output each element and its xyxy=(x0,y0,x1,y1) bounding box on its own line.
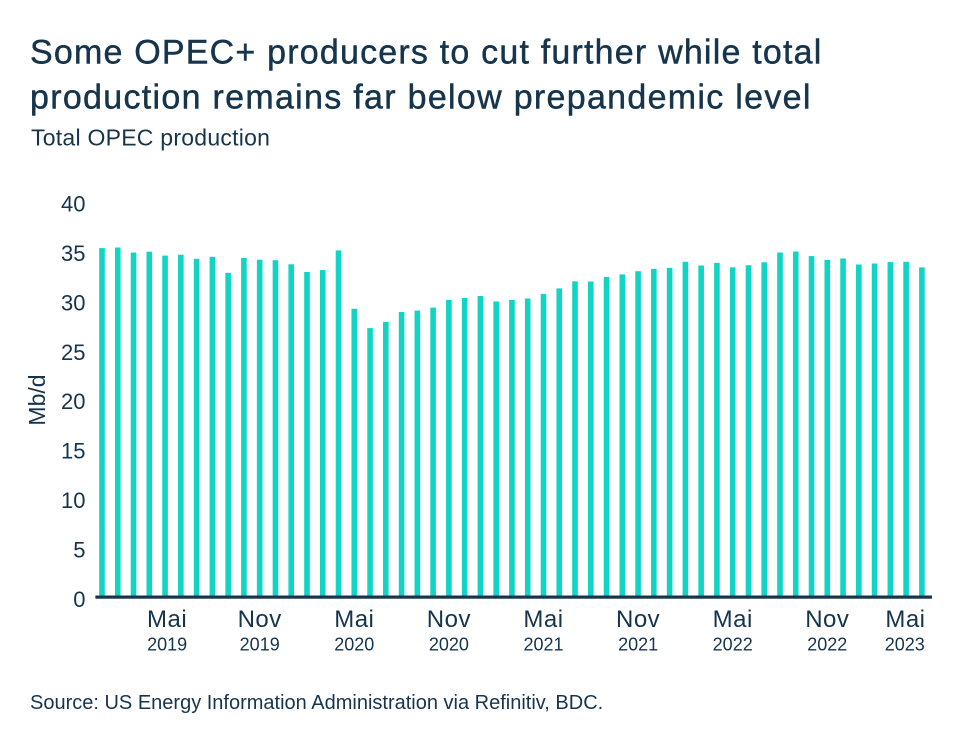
svg-text:Mai: Mai xyxy=(885,606,925,633)
svg-text:2022: 2022 xyxy=(713,635,753,655)
svg-text:Total OPEC production: Total OPEC production xyxy=(31,125,270,151)
svg-text:Nov: Nov xyxy=(805,606,849,633)
svg-text:Some OPEC+ producers to cut fu: Some OPEC+ producers to cut further whil… xyxy=(30,33,822,71)
svg-text:15: 15 xyxy=(61,439,85,464)
svg-text:10: 10 xyxy=(61,488,85,513)
svg-text:20: 20 xyxy=(61,389,85,414)
svg-text:2022: 2022 xyxy=(807,635,847,655)
svg-text:Mai: Mai xyxy=(334,606,374,633)
svg-text:Nov: Nov xyxy=(427,606,471,633)
svg-text:2021: 2021 xyxy=(523,635,563,655)
svg-text:25: 25 xyxy=(61,340,85,365)
svg-text:Mai: Mai xyxy=(147,606,187,633)
svg-text:2019: 2019 xyxy=(147,635,187,655)
svg-text:Mai: Mai xyxy=(523,606,563,633)
svg-text:35: 35 xyxy=(61,241,85,266)
svg-text:2021: 2021 xyxy=(618,635,658,655)
svg-text:Mai: Mai xyxy=(713,606,753,633)
svg-text:30: 30 xyxy=(61,290,85,315)
svg-text:0: 0 xyxy=(73,587,85,612)
svg-text:Mb/d: Mb/d xyxy=(24,374,50,425)
svg-text:5: 5 xyxy=(73,538,85,563)
svg-text:Source: US Energy Information: Source: US Energy Information Administra… xyxy=(30,692,603,714)
svg-text:Nov: Nov xyxy=(616,606,660,633)
svg-text:2019: 2019 xyxy=(240,635,280,655)
svg-text:2020: 2020 xyxy=(429,635,469,655)
svg-text:2023: 2023 xyxy=(885,635,925,655)
svg-text:production remains far below p: production remains far below prepandemic… xyxy=(30,79,812,117)
svg-text:2020: 2020 xyxy=(334,635,374,655)
svg-text:Nov: Nov xyxy=(238,606,282,633)
svg-text:40: 40 xyxy=(61,192,85,217)
